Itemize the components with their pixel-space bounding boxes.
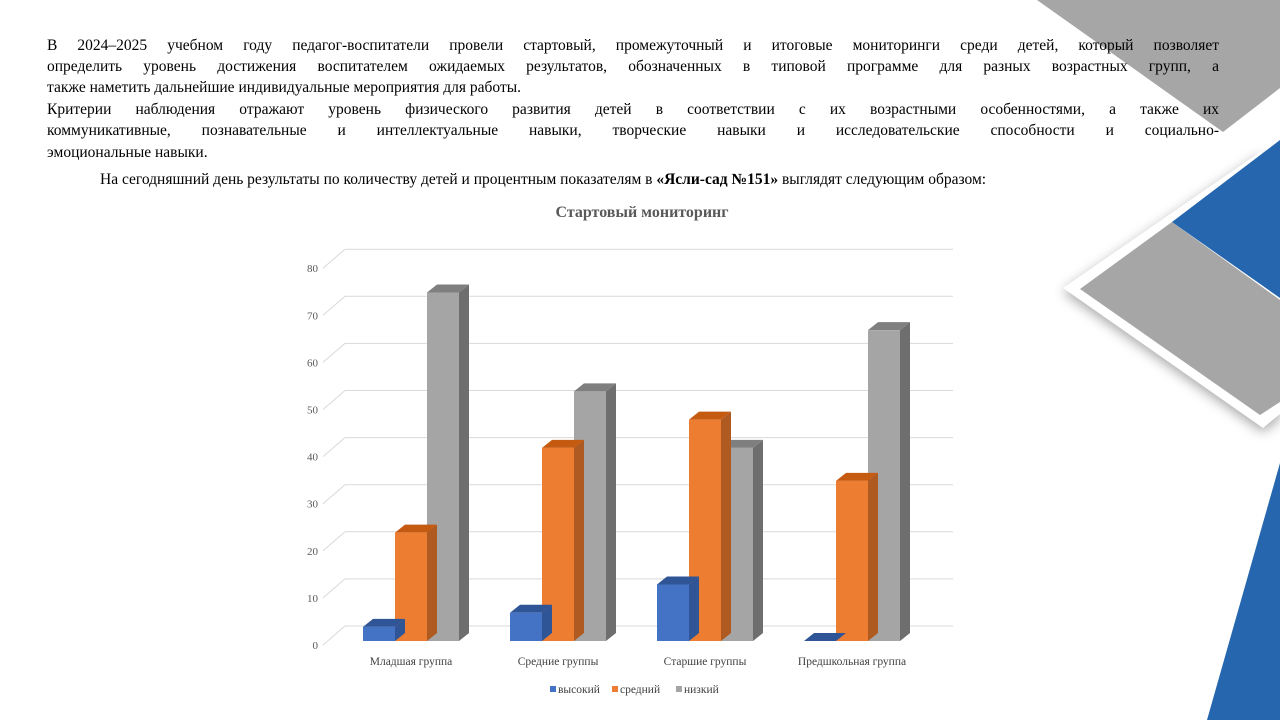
y-tick-label: 60	[307, 357, 319, 369]
x-tick-label: Младшая группа	[370, 656, 453, 668]
intro-line-3: также наметить дальнейшие индивидуальные…	[47, 79, 522, 96]
gridline-diagonal	[322, 295, 346, 316]
legend-swatch	[550, 686, 556, 692]
gridline-diagonal	[322, 437, 346, 457]
bar-side	[459, 284, 469, 641]
legend-swatch	[612, 686, 618, 692]
gridline-diagonal	[322, 578, 346, 599]
y-tick-label: 70	[307, 310, 319, 322]
bar-средний	[542, 439, 584, 641]
bar-top	[721, 439, 763, 448]
bar-top	[689, 411, 731, 420]
x-tick-label: Средние группы	[518, 656, 599, 668]
bar-высокий	[804, 633, 846, 641]
deco-gray-top	[1037, 0, 1280, 132]
intro-line-2: определить уровень достижения воспитател…	[47, 58, 1219, 75]
criteria-line-3: эмоциональные навыки.	[47, 144, 208, 161]
y-tick-label: 0	[313, 640, 319, 652]
bar-side	[395, 618, 405, 641]
bar-top	[574, 383, 616, 392]
gridline-diagonal	[322, 390, 346, 410]
y-tick-label: 40	[307, 452, 319, 464]
bar-top	[657, 576, 699, 585]
legend-swatch	[676, 686, 682, 692]
legend-label: средний	[620, 684, 660, 696]
bar-side	[542, 604, 552, 641]
bar-front	[363, 626, 395, 641]
gridline-diagonal	[322, 484, 346, 505]
bar-высокий	[657, 576, 699, 641]
gridline-diagonal	[322, 343, 346, 363]
y-tick-label: 20	[307, 546, 319, 558]
bar-top	[804, 633, 846, 641]
bar-top	[395, 524, 437, 533]
bar-top	[510, 604, 552, 613]
bar-top	[427, 284, 469, 293]
bar-front	[510, 612, 542, 641]
deco-gray-diamond	[1080, 222, 1280, 415]
bar-высокий	[363, 618, 405, 641]
x-tick-label: Старшие группы	[664, 656, 747, 668]
summary-line: На сегодняшний день результаты по количе…	[100, 170, 1272, 190]
bar-side	[868, 472, 878, 641]
y-tick-label: 10	[307, 593, 319, 605]
y-tick-label: 80	[307, 263, 319, 275]
legend-label: низкий	[684, 684, 719, 696]
chart-title: Стартовый мониторинг	[555, 204, 728, 221]
bar-top	[836, 472, 878, 481]
legend-label: высокий	[558, 684, 600, 696]
gridline-diagonal	[322, 248, 346, 269]
bar-front	[836, 480, 868, 641]
bar-top	[363, 618, 405, 627]
criteria-line-1: Критерии наблюдения отражают уровень физ…	[47, 101, 1219, 118]
bar-top	[542, 439, 584, 448]
bar-средний	[395, 524, 437, 641]
kindergarten-name: «Ясли-сад №151»	[656, 171, 779, 188]
bar-front	[657, 584, 689, 641]
bar-средний	[836, 472, 878, 641]
bar-высокий	[510, 604, 552, 641]
intro-line-1: В 2024–2025 учебном году педагог-воспита…	[47, 37, 1219, 54]
gridline-diagonal	[322, 531, 346, 552]
deco-blue-bottom	[1207, 463, 1280, 720]
bar-side	[574, 439, 584, 641]
gridline-diagonal	[322, 625, 346, 646]
bar-side	[606, 383, 616, 641]
x-tick-label: Предшкольная группа	[798, 656, 906, 668]
bar-side	[753, 439, 763, 641]
y-tick-label: 30	[307, 499, 319, 511]
summary-text-1: На сегодняшний день результаты по количе…	[100, 171, 657, 188]
summary-text-2: выглядят следующим образом:	[778, 171, 987, 188]
deco-blue-diamond	[1172, 140, 1280, 298]
bar-side	[721, 411, 731, 641]
bar-top	[868, 322, 910, 331]
bar-низкий	[427, 284, 469, 641]
bar-side	[900, 322, 910, 641]
bar-side	[689, 576, 699, 641]
y-tick-label: 50	[307, 405, 319, 417]
bar-side	[427, 524, 437, 641]
criteria-line-2: коммуникативные, познавательные и интелл…	[47, 122, 1219, 139]
